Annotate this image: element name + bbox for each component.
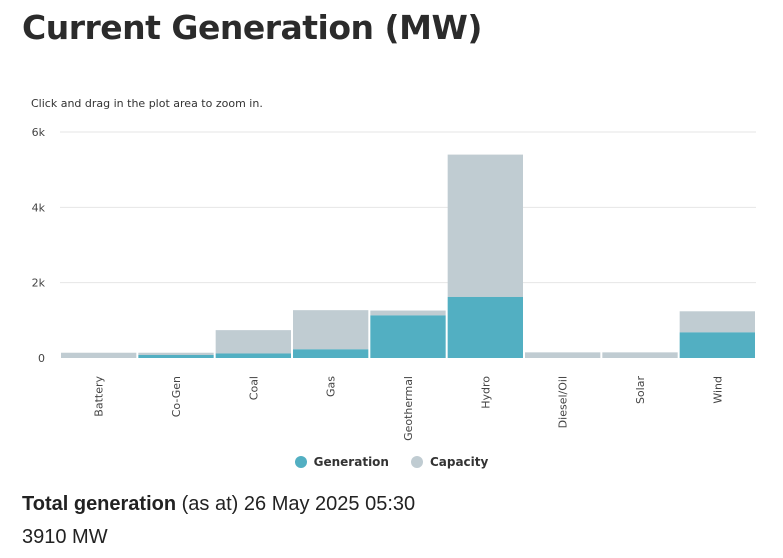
total-generation-line: Total generation (as at) 26 May 2025 05:… [22,493,415,516]
x-tick-label: Hydro [479,376,492,409]
total-generation-timestamp: (as at) 26 May 2025 05:30 [176,493,416,515]
y-axis-ticks: 0 2k 4k 6k [32,126,46,365]
bar-capacity-gas[interactable] [293,310,369,350]
bar-capacity-hydro[interactable] [447,154,523,297]
bar-generation-co-gen[interactable] [138,354,214,358]
bar-generation-hydro[interactable] [447,296,523,358]
chart-bars [61,154,755,358]
chart-gridlines [60,131,756,284]
legend-item-capacity[interactable]: Capacity [410,455,489,469]
y-tick-label: 4k [32,201,46,214]
total-generation-label: Total generation [22,493,177,515]
bar-capacity-solar[interactable] [602,352,678,358]
generation-chart[interactable]: 0 2k 4k 6k Battery Co-Gen Coal Gas Geothermal Hy… [0,0,783,450]
x-axis-ticks: Battery Co-Gen Coal Gas Geothermal Hydro Diese… [93,376,725,441]
x-tick-label: Gas [325,376,338,397]
bar-capacity-diesel-oil[interactable] [525,352,601,358]
bar-generation-gas[interactable] [293,349,369,358]
bar-capacity-wind[interactable] [679,311,755,333]
y-tick-label: 6k [32,126,46,139]
x-tick-label: Coal [247,376,260,400]
bar-capacity-battery[interactable] [61,352,137,358]
legend-generation-label: Generation [313,455,389,469]
bar-generation-wind[interactable] [679,332,755,358]
x-tick-label: Geothermal [402,376,415,441]
legend-item-generation[interactable]: Generation [294,455,389,469]
x-tick-label: Wind [711,376,724,404]
y-tick-label: 2k [32,277,46,290]
total-generation-value: 3910 MW [22,526,108,548]
chart-zoom-hint: Click and drag in the plot area to zoom … [31,97,263,110]
x-tick-label: Co-Gen [170,376,183,417]
x-tick-label: Battery [93,376,106,417]
x-tick-label: Solar [634,376,647,405]
page-title: Current Generation (MW) [22,8,482,47]
x-tick-label: Diesel/Oil [557,376,570,428]
legend-capacity-label: Capacity [429,455,489,469]
legend-generation-marker [294,456,307,468]
bar-generation-geothermal[interactable] [370,315,446,358]
legend-capacity-marker [410,456,423,468]
bar-capacity-geothermal[interactable] [370,310,446,316]
bar-generation-coal[interactable] [215,353,291,358]
bar-capacity-co-gen[interactable] [138,352,214,355]
y-tick-label: 0 [38,352,45,365]
bar-capacity-coal[interactable] [215,330,291,354]
chart-legend: Generation Capacity [0,452,783,472]
